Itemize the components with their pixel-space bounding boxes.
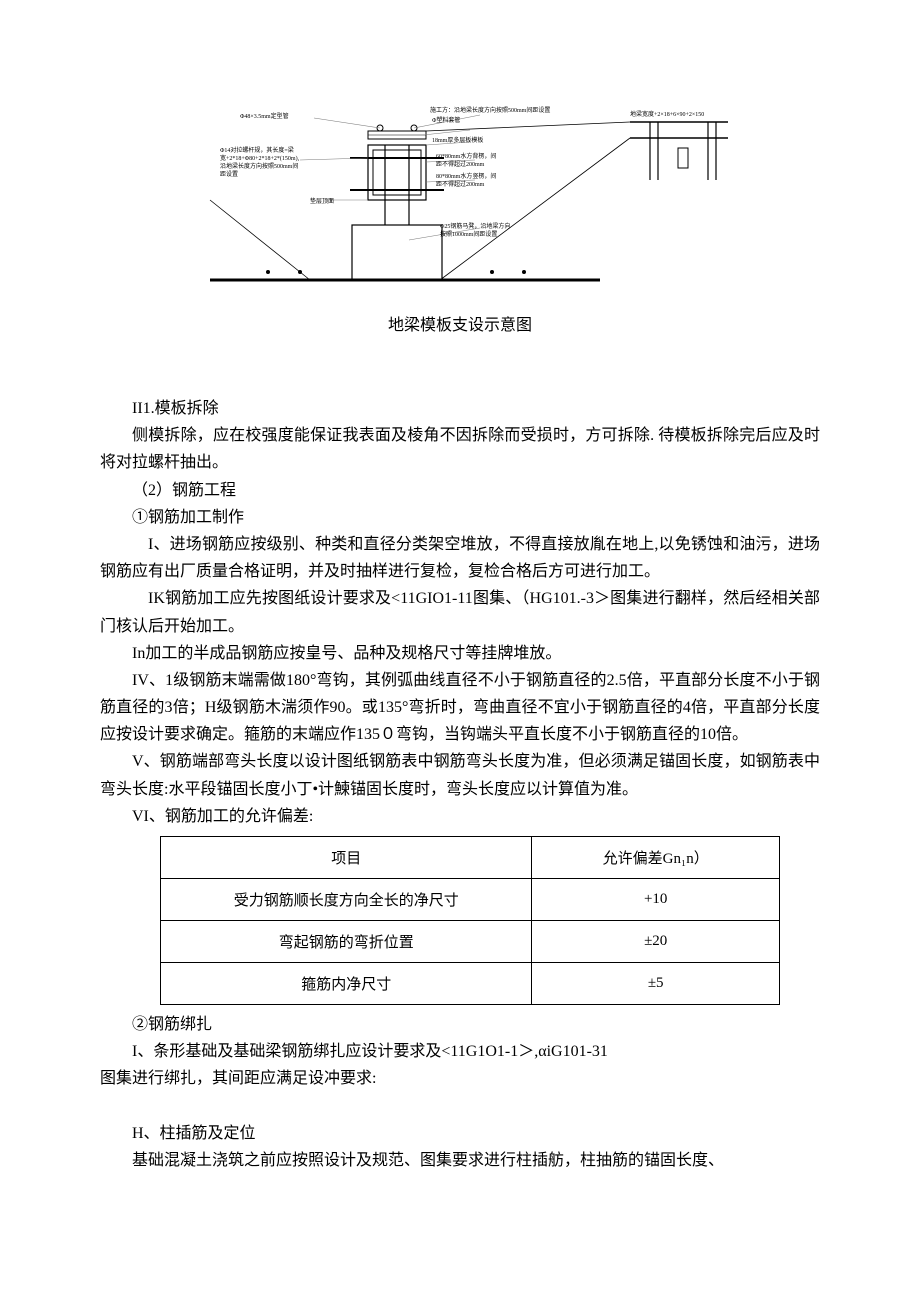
table-header-row: 项目 允许偏差Gn₁n） — [161, 837, 780, 879]
label-mid-right-a: Φ25钢筋马凳，沿地梁方向 — [440, 222, 510, 230]
label-right-a: 60*80mm水方背楞，间 — [436, 152, 496, 160]
tolerance-table: 项目 允许偏差Gn₁n） 受力钢筋顺长度方向全长的净尺寸 +10 弯起钢筋的弯折… — [160, 836, 780, 1005]
para-ik: IK钢筋加工应先按图纸设计要求及<11GIO1-11图集、（HG101.-3＞图… — [100, 585, 820, 639]
cell-item: 弯起钢筋的弯折位置 — [161, 921, 532, 963]
label-left-c: 沿地梁长度方向按照500mm间 — [220, 162, 298, 170]
label-bottom-left: 垫层顶面 — [310, 197, 334, 205]
label-right-c: 80*80mm水方竖楞，间 — [436, 172, 496, 180]
cell-value: +10 — [532, 879, 780, 921]
para-rebar-fabrication: ①钢筋加工制作 — [100, 504, 820, 531]
para-column-dowel-heading: H、柱插筋及定位 — [100, 1120, 820, 1147]
para-iv: IV、1级钢筋末端需做180°弯钩，其例弧曲线直径不小于钢筋直径的2.5倍，平直… — [100, 667, 820, 749]
label-top-left: Φ48×3.5mm定型管 — [240, 112, 289, 120]
th-item: 项目 — [161, 837, 532, 879]
para-template-removal-heading: II1.模板拆除 — [100, 395, 820, 422]
para-rebar-tying-heading: ②钢筋绑扎 — [100, 1011, 820, 1038]
cell-item: 箍筋内净尺寸 — [161, 963, 532, 1005]
beam-formwork-diagram: 地梁宽度+2×18+6×90+2×150 Φ48×3.5mm定型管 施工方：沿地… — [180, 100, 740, 300]
para-vi: VI、钢筋加工的允许偏差: — [100, 803, 820, 830]
para-rebar-tying-i: I、条形基础及基础梁钢筋绑扎应设计要求及<11G1O1-1＞,αiG101-31 — [100, 1038, 820, 1065]
cell-value: ±5 — [532, 963, 780, 1005]
para-blank-gap — [100, 1093, 820, 1120]
document-page: 地梁宽度+2×18+6×90+2×150 Φ48×3.5mm定型管 施工方：沿地… — [0, 0, 920, 1301]
cell-item: 受力钢筋顺长度方向全长的净尺寸 — [161, 879, 532, 921]
diagram-caption: 地梁模板支设示意图 — [100, 311, 820, 335]
label-right-d: 距不得超过200mm — [436, 180, 485, 188]
label-top-right-a: 施工方：沿地梁长度方向按照500mm间距设置 — [430, 106, 550, 114]
cell-value: ±20 — [532, 921, 780, 963]
label-far-right: 地梁宽度+2×18+6×90+2×150 — [630, 110, 704, 118]
para-rebar-tying-i-cont: 图集进行绑扎，其间距应满足设冲要求: — [100, 1065, 820, 1092]
label-right-b: 距不得超过200mm — [436, 160, 485, 168]
diagram-container: 地梁宽度+2×18+6×90+2×150 Φ48×3.5mm定型管 施工方：沿地… — [100, 100, 820, 335]
label-top-right-b: Φ塑料套管 — [432, 116, 460, 124]
para-column-dowel-body: 基础混凝土浇筑之前应按照设计及规范、图集要求进行柱插舫，柱抽筋的锚固长度、 — [100, 1147, 820, 1174]
para-v: V、钢筋端部弯头长度以设计图纸钢筋表中钢筋弯头长度为准，但必须满足锚固长度，如钢… — [100, 748, 820, 802]
label-mid-right-b: 按照1000mm间距设置 — [440, 230, 497, 238]
label-top-right-c: 18mm厚多层板模板 — [432, 136, 483, 144]
para-i: I、进场钢筋应按级别、种类和直径分类架空堆放，不得直接放胤在地上,以免锈蚀和油污… — [100, 531, 820, 585]
table-row: 箍筋内净尺寸 ±5 — [161, 963, 780, 1005]
para-rebar-heading: （2）钢筋工程 — [100, 477, 820, 504]
table-row: 受力钢筋顺长度方向全长的净尺寸 +10 — [161, 879, 780, 921]
label-left-b: 宽+2*18+Φ80+2*18+2*(150m), — [220, 154, 300, 162]
label-left-d: 距设置 — [220, 170, 238, 178]
table-row: 弯起钢筋的弯折位置 ±20 — [161, 921, 780, 963]
para-in: In加工的半成品钢筋应按皇号、品种及规格尺寸等挂牌堆放。 — [100, 640, 820, 667]
para-template-removal-body: 侧模拆除，应在校强度能保证我表面及棱角不因拆除而受损时，方可拆除. 待模板拆除完… — [100, 422, 820, 476]
th-tolerance: 允许偏差Gn₁n） — [532, 837, 780, 879]
label-left-a: Φ14对拉螺杆规，其长度=梁 — [220, 146, 294, 154]
